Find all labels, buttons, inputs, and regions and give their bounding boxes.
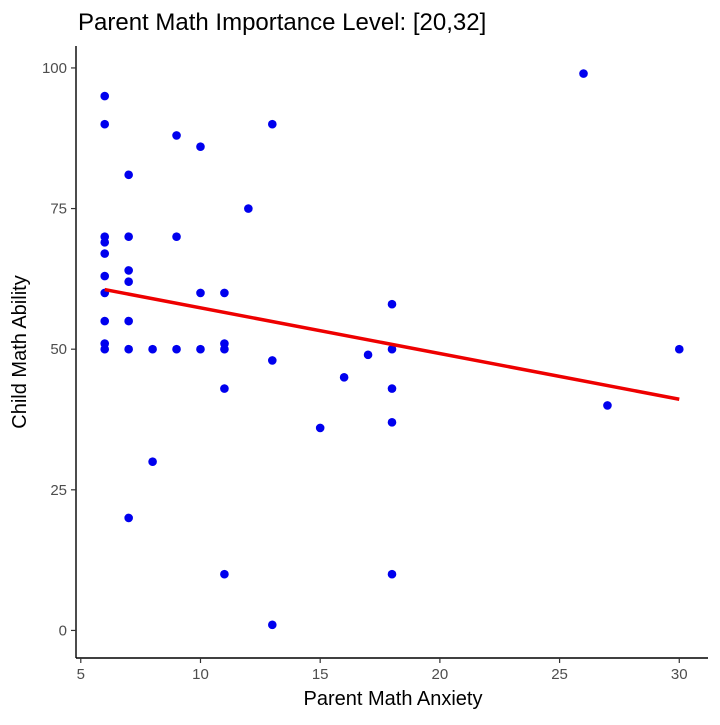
data-point [100, 271, 110, 281]
data-point [100, 249, 110, 258]
y-tick-label: 25 [50, 482, 67, 499]
data-point [220, 344, 229, 354]
data-point [196, 344, 205, 354]
data-point [387, 344, 397, 354]
data-point [387, 384, 397, 393]
data-point [220, 569, 229, 579]
data-point [387, 299, 397, 309]
data-point [196, 288, 205, 298]
plot-layer: 5 10 15 20 25 30 0 25 50 75 100 [42, 46, 708, 683]
x-tick-label: 15 [312, 666, 329, 683]
data-point [172, 344, 181, 354]
data-point [124, 266, 133, 275]
data-point [124, 277, 133, 286]
data-point [172, 131, 181, 140]
x-tick-label: 10 [192, 666, 209, 683]
x-tick-label: 30 [671, 666, 688, 683]
data-point [268, 119, 277, 129]
data-point [387, 418, 397, 427]
x-tick-label: 20 [432, 666, 449, 683]
data-point [220, 384, 229, 393]
y-tick-label: 75 [50, 201, 67, 218]
x-axis-title: Parent Math Anxiety [304, 688, 483, 710]
data-point [579, 69, 588, 78]
data-point [315, 423, 325, 433]
data-point [100, 91, 110, 101]
y-tick-label: 0 [59, 622, 67, 639]
data-point [100, 119, 110, 129]
data-point [220, 288, 229, 298]
data-point [603, 401, 612, 410]
data-point [339, 373, 349, 382]
data-point [363, 350, 373, 360]
data-point [124, 316, 133, 326]
data-point [100, 316, 110, 326]
data-point [100, 344, 110, 354]
data-point [124, 170, 133, 180]
data-point [244, 204, 253, 213]
data-point [387, 569, 397, 579]
trend-line [104, 287, 680, 401]
data-point [124, 513, 133, 523]
data-point [196, 142, 205, 151]
x-tick-label: 25 [551, 666, 568, 683]
y-tick-label: 100 [42, 60, 67, 77]
data-point [124, 232, 133, 241]
data-point [674, 344, 684, 354]
x-tick-label: 5 [77, 666, 85, 683]
chart-title: Parent Math Importance Level: [20,32] [78, 9, 486, 36]
data-point [172, 232, 181, 241]
data-point [268, 620, 277, 630]
data-point [124, 344, 133, 354]
data-point [100, 238, 110, 247]
y-tick-label: 50 [50, 341, 67, 358]
y-axis-title: Child Math Ability [9, 275, 31, 428]
data-point [148, 457, 157, 466]
data-point [148, 344, 157, 354]
data-point [268, 356, 277, 365]
